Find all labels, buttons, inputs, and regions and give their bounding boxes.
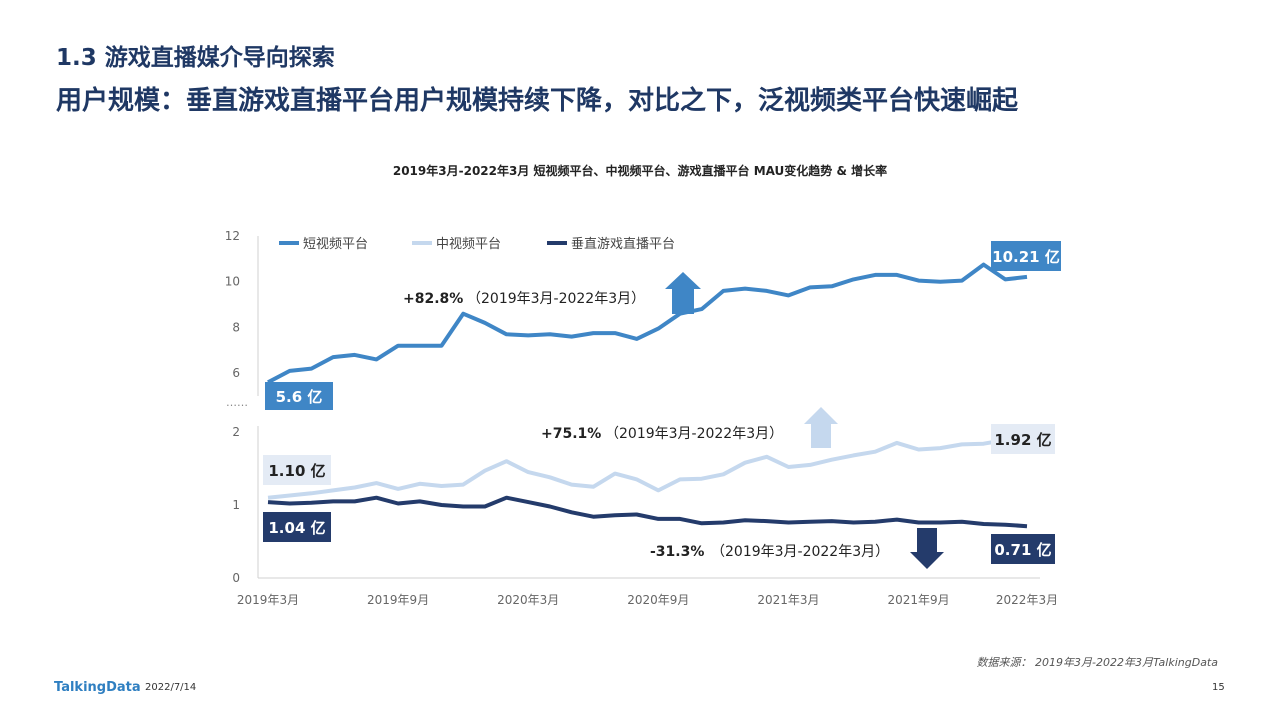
label-box-mid-end	[991, 424, 1055, 454]
growth-mid: +75.1%	[541, 426, 601, 442]
growth-game: -31.3%	[650, 544, 704, 560]
y-tick-label: 2	[232, 425, 240, 439]
growth-short-period: （2019年3月-2022年3月）	[467, 291, 645, 307]
y-tick-label: 8	[232, 320, 240, 334]
footer-date: 2022/7/14	[145, 682, 197, 693]
y-tick-label: 12	[225, 229, 240, 243]
x-tick-label: 2021年3月	[757, 593, 819, 607]
page-number: 15	[1212, 682, 1225, 693]
legend-label-short: 短视频平台	[303, 237, 368, 252]
arrow-up-mid-icon	[804, 407, 838, 448]
section-title: 1.3 游戏直播媒介导向探索	[56, 45, 335, 71]
label-mid-start: 1.10 亿	[268, 462, 325, 480]
y-tick-label: 1	[232, 498, 240, 512]
x-tick-label: 2021年9月	[887, 593, 949, 607]
y-tick-label: 6	[232, 366, 240, 380]
legend-label-game: 垂直游戏直播平台	[571, 237, 675, 252]
x-tick-label: 2020年9月	[627, 593, 689, 607]
series-line-game-live	[267, 495, 1028, 529]
x-tick-label: 2019年9月	[367, 593, 429, 607]
page-headline: 用户规模：垂直游戏直播平台用户规模持续下降，对比之下，泛视频类平台快速崛起	[56, 86, 1019, 116]
series-line-mid-video	[267, 435, 1028, 500]
label-game-start: 1.04 亿	[268, 519, 325, 537]
label-game-end: 0.71 亿	[994, 541, 1051, 559]
arrow-down-game-icon	[910, 528, 944, 569]
talkingdata-logo: TalkingData	[54, 680, 141, 695]
axis-break-mark: ……	[226, 396, 248, 409]
growth-short: +82.8%	[403, 291, 463, 307]
x-tick-label: 2019年3月	[237, 593, 299, 607]
y-tick-label: 0	[232, 571, 240, 585]
data-source-note: 数据来源： 2019年3月-2022年3月TalkingData	[976, 656, 1218, 669]
label-box-short-start	[265, 382, 333, 410]
x-tick-label: 2022年3月	[996, 593, 1058, 607]
chart-title: 2019年3月-2022年3月 短视频平台、中视频平台、游戏直播平台 MAU变化…	[392, 164, 888, 178]
growth-game-period: （2019年3月-2022年3月）	[711, 544, 889, 560]
y-tick-label: 10	[225, 275, 240, 289]
label-short-start: 5.6 亿	[276, 388, 323, 406]
legend: 短视频平台 中视频平台 垂直游戏直播平台	[279, 237, 675, 252]
label-box-game-end	[991, 534, 1055, 564]
x-tick-label: 2020年3月	[497, 593, 559, 607]
series-line-short-video	[267, 262, 1028, 385]
label-box-mid-start	[263, 455, 331, 485]
label-short-end: 10.21 亿	[992, 248, 1060, 266]
label-box-game-start	[263, 512, 331, 542]
label-mid-end: 1.92 亿	[994, 431, 1051, 449]
legend-label-mid: 中视频平台	[436, 237, 501, 252]
label-box-short-end	[991, 241, 1061, 271]
growth-mid-period: （2019年3月-2022年3月）	[605, 426, 783, 442]
arrow-up-short-icon	[665, 272, 701, 314]
